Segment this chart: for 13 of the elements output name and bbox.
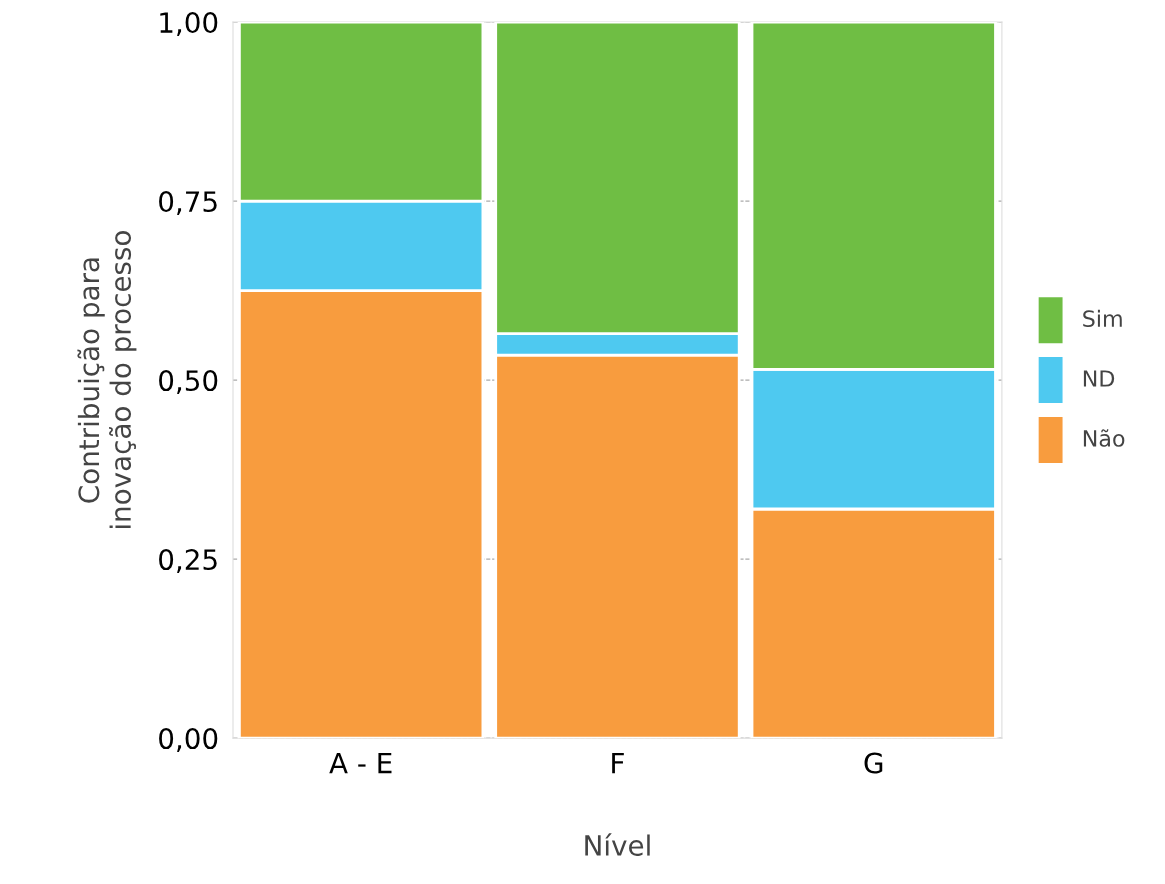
y-axis-title: Contribuição para inovação do processo bbox=[77, 231, 137, 529]
y-tick-label: 0,25 bbox=[159, 549, 217, 573]
legend-label: Sim bbox=[1083, 309, 1122, 328]
x-tick-label: G bbox=[864, 752, 883, 774]
x-tick-label: A - E bbox=[329, 752, 392, 774]
y-tick-label: 0,75 bbox=[159, 191, 217, 215]
x-axis-title: Nível bbox=[585, 833, 650, 856]
y-tick-label: 0,50 bbox=[159, 370, 218, 394]
legend-label: Não bbox=[1083, 429, 1125, 447]
legend-label: ND bbox=[1083, 370, 1115, 387]
y-tick-label: 0,00 bbox=[159, 728, 218, 752]
x-tick-label: F bbox=[612, 752, 624, 774]
y-tick-label: 1,00 bbox=[160, 12, 218, 36]
